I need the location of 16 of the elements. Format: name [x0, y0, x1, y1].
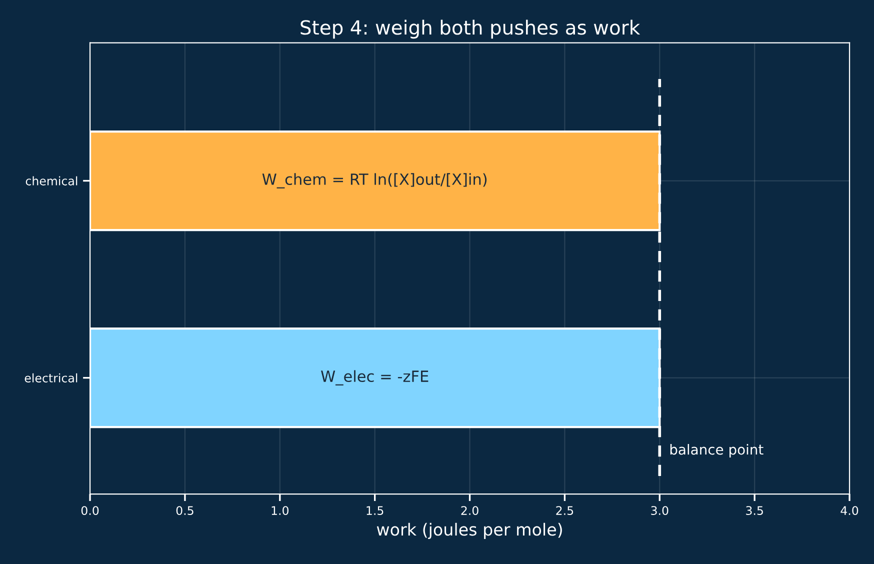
x-tick-label: 3.5	[746, 506, 763, 516]
y-tick-label: chemical	[26, 176, 78, 186]
x-tick-label: 0.5	[176, 506, 194, 516]
x-tick-label: 1.5	[366, 506, 384, 516]
x-tick-label: 1.0	[272, 506, 288, 516]
x-tick-label: 2.0	[461, 506, 478, 516]
x-tick-label: 3.0	[651, 506, 668, 516]
x-tick-label: 2.5	[556, 506, 574, 516]
y-tick-label: electrical	[24, 373, 78, 382]
annotation: W_elec = -zFE	[321, 370, 428, 386]
x-tick-label: 0.0	[81, 506, 99, 516]
chart-title: Step 4: weigh both pushes as work	[300, 20, 640, 39]
ref-line-label: balance point	[670, 444, 764, 458]
x-axis-title: work (joules per mole)	[376, 522, 562, 539]
annotation: W_chem = RT ln([X]out/[X]in)	[262, 173, 487, 188]
x-tick-label: 4.0	[840, 506, 858, 516]
